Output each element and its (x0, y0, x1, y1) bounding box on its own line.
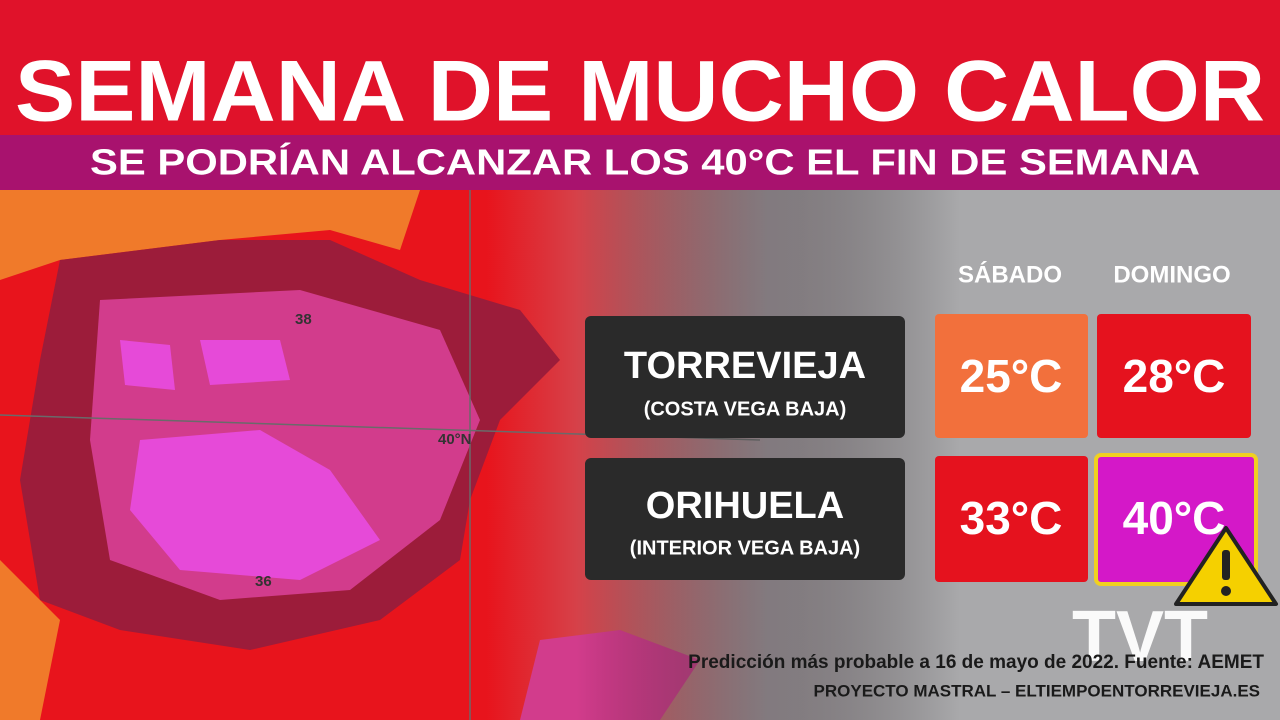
map: 40°N 38 36 (0, 190, 1280, 720)
title-band (0, 0, 1280, 135)
location-box (585, 458, 905, 580)
map-label: 40°N (438, 431, 472, 448)
temperature: 40°C (1123, 492, 1226, 544)
location-area: (INTERIOR VEGA BAJA) (630, 537, 860, 559)
temperature: 33°C (960, 492, 1063, 544)
logo: TVT (1072, 597, 1208, 677)
temp-box (1097, 314, 1251, 438)
footer-source: Predicción más probable a 16 de mayo de … (688, 652, 1264, 673)
warning-icon (1174, 526, 1278, 606)
column-header: DOMINGO (1113, 261, 1230, 288)
temperature: 28°C (1123, 350, 1226, 402)
temp-box (935, 314, 1088, 438)
subtitle: SE PODRÍAN ALCANZAR LOS 40°C EL FIN DE S… (90, 142, 1200, 183)
location-name: TORREVIEJA (624, 345, 866, 387)
subtitle-band (0, 135, 1280, 190)
footer-credit: PROYECTO MASTRAL – ELTIEMPOENTORREVIEJA.… (814, 681, 1260, 700)
temp-box (935, 456, 1088, 582)
column-header: SÁBADO (958, 260, 1062, 288)
location-area: (COSTA VEGA BAJA) (644, 398, 847, 420)
location-name: ORIHUELA (646, 485, 844, 527)
location-box (585, 316, 905, 438)
map-label: 38 (295, 311, 312, 328)
title: SEMANA DE MUCHO CALOR (15, 44, 1265, 140)
temperature: 25°C (960, 350, 1063, 402)
map-label: 36 (255, 573, 272, 590)
